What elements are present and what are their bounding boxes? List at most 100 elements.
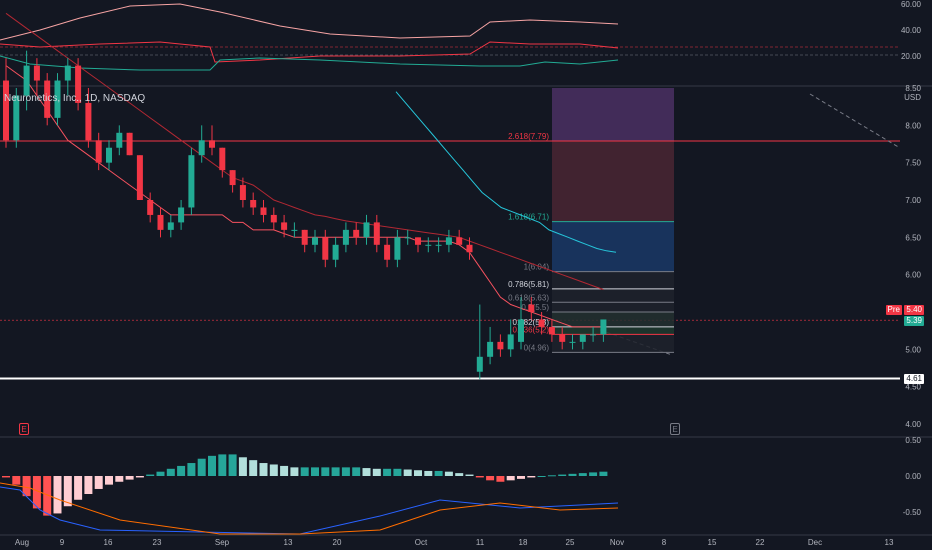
candle-body[interactable] (425, 245, 431, 246)
candle-body[interactable] (322, 237, 328, 259)
symbol-legend[interactable]: Neuronetics, Inc., 1D, NASDAQ (4, 93, 145, 104)
earnings-marker-left[interactable]: E (19, 423, 29, 435)
candle-body[interactable] (302, 230, 308, 245)
candle-body[interactable] (518, 319, 524, 341)
candle-body[interactable] (394, 237, 400, 259)
candle-body[interactable] (261, 207, 267, 214)
fib-band (552, 289, 674, 302)
earnings-marker-right[interactable]: E (670, 423, 680, 435)
macd-histogram-bar (538, 476, 546, 477)
candle-body[interactable] (271, 215, 277, 222)
fib-band (552, 334, 674, 352)
candle-body[interactable] (549, 327, 555, 334)
candle-body[interactable] (137, 155, 143, 200)
macd-histogram-bar (12, 476, 20, 485)
price-axis-tick: 5.00 (905, 345, 921, 354)
candle-body[interactable] (405, 237, 411, 238)
macd-histogram-bar (126, 476, 134, 480)
fib-level-label: 0.5(5.5) (521, 303, 549, 312)
candle-body[interactable] (384, 245, 390, 260)
candle-body[interactable] (333, 245, 339, 260)
candle-body[interactable] (65, 66, 71, 81)
time-axis-tick: 16 (104, 538, 113, 547)
candle-body[interactable] (281, 222, 287, 229)
macd-histogram-bar (445, 472, 453, 476)
macd-axis-tick: 0.00 (905, 472, 921, 481)
candle-body[interactable] (168, 222, 174, 229)
pre-market-label: Pre (886, 305, 902, 315)
candle-body[interactable] (353, 230, 359, 237)
macd-histogram-bar (352, 467, 360, 476)
candle-body[interactable] (127, 133, 133, 155)
candle-body[interactable] (467, 245, 473, 252)
candle-body[interactable] (446, 237, 452, 244)
macd-axis-tick: -0.50 (903, 508, 922, 517)
candle-body[interactable] (158, 215, 164, 230)
macd-histogram-bar (301, 467, 309, 476)
candle-body[interactable] (374, 222, 380, 244)
macd-histogram-bar (311, 467, 319, 476)
time-axis-tick: 13 (284, 538, 293, 547)
time-axis-tick: Nov (610, 538, 624, 547)
macd-histogram-bar (486, 476, 494, 480)
candle-body[interactable] (508, 334, 514, 349)
fib-level-label: 0(4.96) (524, 343, 550, 352)
macd-histogram-bar (548, 475, 556, 476)
fib-level-label: 1.618(6.71) (508, 213, 549, 222)
candle-body[interactable] (291, 230, 297, 231)
candle-body[interactable] (240, 185, 246, 200)
candle-body[interactable] (539, 319, 545, 326)
time-axis-tick: 23 (153, 538, 162, 547)
macd-histogram-bar (589, 472, 597, 476)
candle-body[interactable] (116, 133, 122, 148)
candle-body[interactable] (250, 200, 256, 207)
candle-body[interactable] (477, 357, 483, 372)
candle-body[interactable] (436, 245, 442, 246)
fib-band (552, 88, 674, 141)
candle-body[interactable] (559, 334, 565, 341)
top-axis-tick: 20.00 (901, 52, 922, 61)
adx-line (0, 4, 618, 40)
candle-body[interactable] (106, 148, 112, 163)
candle-body[interactable] (497, 342, 503, 349)
time-axis-tick: Aug (15, 538, 29, 547)
macd-histogram-bar (466, 475, 474, 476)
candle-body[interactable] (487, 342, 493, 357)
time-axis-tick: 9 (60, 538, 65, 547)
macd-histogram-bar (599, 472, 607, 476)
candle-body[interactable] (34, 66, 40, 81)
candle-body[interactable] (415, 237, 421, 244)
trend-line-dashed[interactable] (810, 94, 900, 148)
candle-body[interactable] (3, 81, 9, 141)
candle-body[interactable] (343, 230, 349, 245)
candle-body[interactable] (188, 155, 194, 207)
candle-body[interactable] (24, 66, 30, 96)
candle-body[interactable] (85, 103, 91, 140)
macd-histogram-bar (517, 476, 525, 479)
candle-body[interactable] (312, 237, 318, 244)
candle-body[interactable] (580, 334, 586, 341)
macd-histogram-bar (187, 463, 195, 476)
candle-body[interactable] (178, 207, 184, 222)
di-minus-line (0, 42, 618, 62)
macd-histogram-bar (383, 469, 391, 476)
macd-histogram-bar (177, 466, 185, 476)
candle-body[interactable] (528, 305, 534, 312)
candle-body[interactable] (209, 140, 215, 147)
macd-histogram-bar (579, 473, 587, 476)
macd-histogram-bar (527, 476, 535, 477)
macd-histogram-bar (569, 474, 577, 476)
candle-body[interactable] (456, 237, 462, 244)
candle-body[interactable] (96, 140, 102, 162)
price-axis-tick: 6.00 (905, 271, 921, 280)
candle-body[interactable] (364, 222, 370, 237)
candle-body[interactable] (147, 200, 153, 215)
candle-body[interactable] (600, 319, 606, 334)
candle-body[interactable] (590, 334, 596, 335)
candle-body[interactable] (219, 148, 225, 170)
candle-body[interactable] (230, 170, 236, 185)
candle-body[interactable] (570, 342, 576, 343)
macd-histogram-bar (321, 467, 329, 476)
candle-body[interactable] (199, 140, 205, 155)
